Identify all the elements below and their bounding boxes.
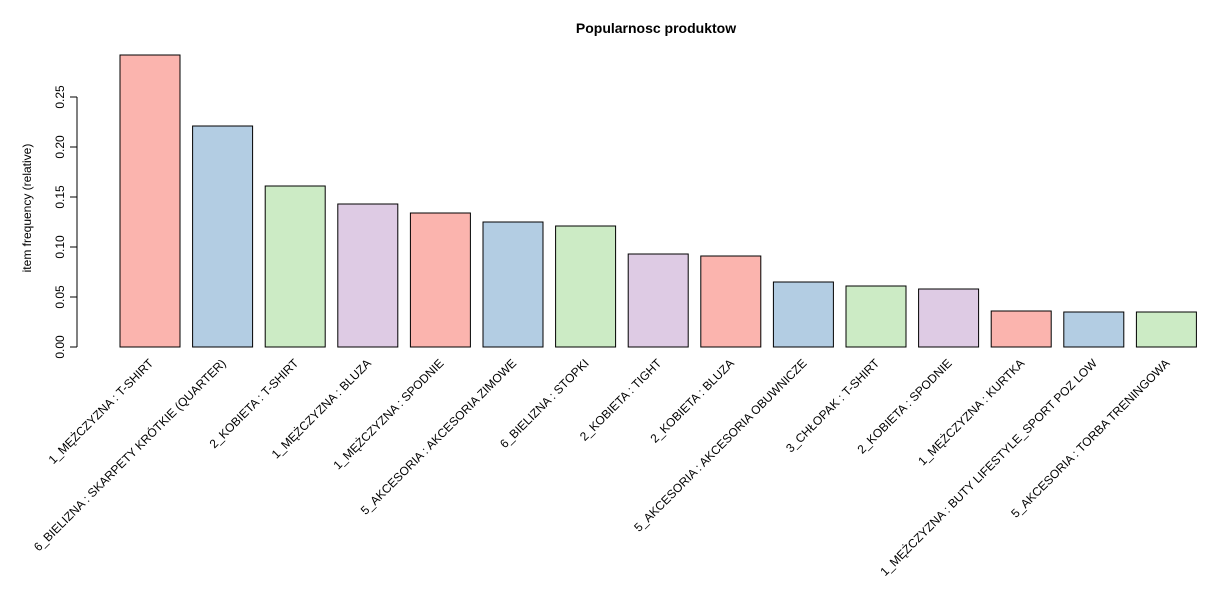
bar (482, 221, 544, 348)
bar (409, 212, 471, 348)
bar (119, 54, 181, 348)
bar (772, 281, 834, 348)
y-tick-label: 0.25 (53, 85, 67, 109)
bars (119, 54, 1197, 348)
x-tick-label: 5_AKCESORIA : TORBA TRENINGOWA (1008, 356, 1172, 520)
y-tick-label: 0.00 (53, 335, 67, 359)
bar (555, 225, 617, 348)
chart-title: Popularnosc produktow (576, 20, 736, 36)
bar (1063, 311, 1125, 348)
bar (700, 255, 762, 348)
y-axis: 0.00 0.05 0.10 0.15 0.20 0.25 (53, 85, 78, 359)
y-axis-label: item frequency (relative) (20, 144, 34, 273)
y-tick-label: 0.15 (53, 185, 67, 209)
y-tick-label: 0.05 (53, 285, 67, 309)
bar (1135, 311, 1197, 348)
y-tick-label: 0.10 (53, 235, 67, 259)
bar (627, 253, 689, 348)
x-tick-label: 5_AKCESORIA : AKCESORIA ZIMOWE (358, 356, 519, 517)
bar (337, 203, 399, 348)
bar (990, 310, 1052, 348)
bar (264, 185, 326, 348)
bar (192, 125, 254, 348)
y-tick-label: 0.20 (53, 135, 67, 159)
bar (845, 285, 907, 348)
bar (918, 288, 980, 348)
